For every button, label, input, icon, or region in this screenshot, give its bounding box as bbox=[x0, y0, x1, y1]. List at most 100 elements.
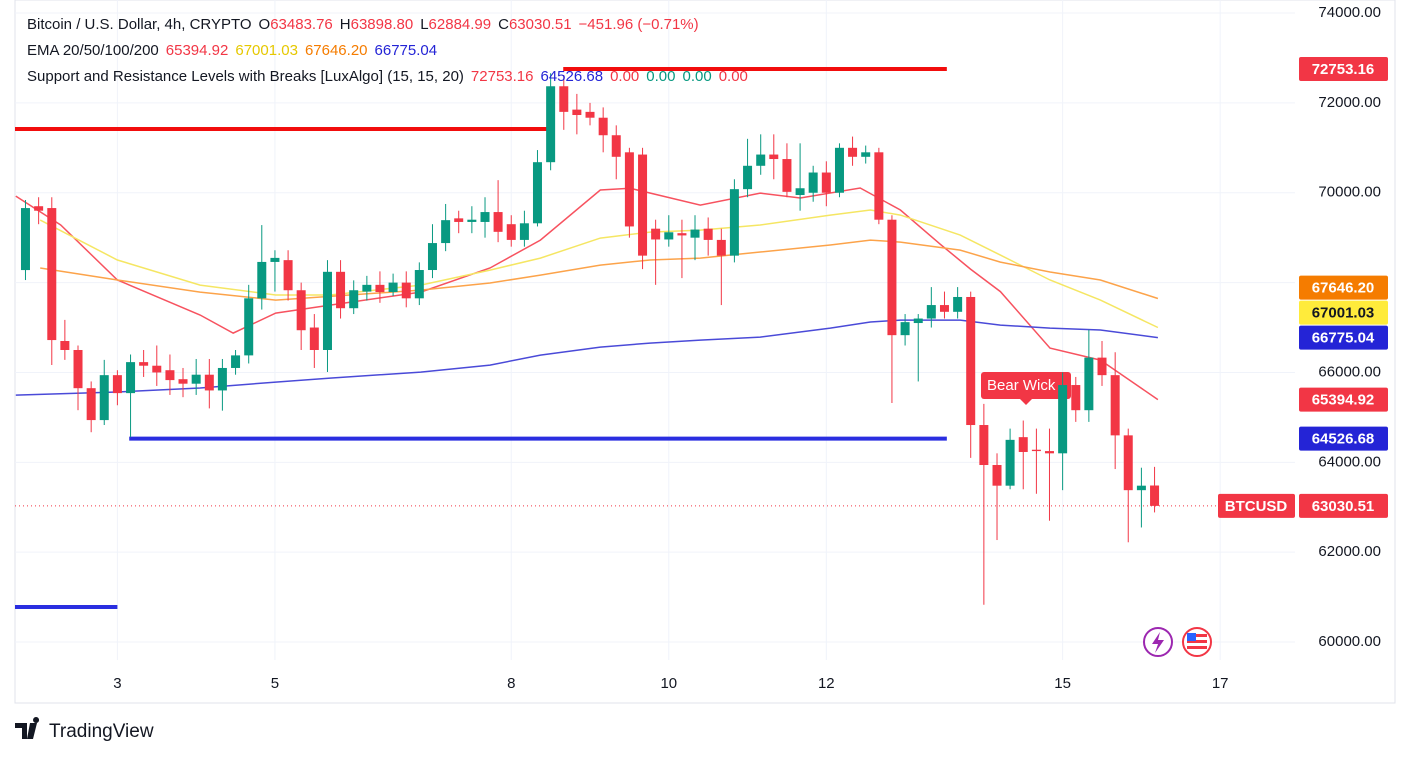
candle-body bbox=[34, 206, 44, 211]
candle-body bbox=[795, 188, 805, 195]
legend-line: EMA 20/50/100/200 65394.92 67001.03 67646.2… bbox=[27, 42, 437, 59]
candle-body bbox=[99, 375, 109, 421]
x-tick-label: 5 bbox=[271, 675, 279, 692]
candle-body bbox=[467, 219, 477, 222]
candle-body bbox=[939, 305, 949, 312]
candle-body bbox=[729, 189, 739, 256]
candle-body bbox=[73, 349, 83, 389]
candle-body bbox=[743, 165, 753, 190]
candle-body bbox=[309, 327, 319, 350]
candle-body bbox=[703, 228, 713, 240]
flag-stripe bbox=[1187, 646, 1207, 649]
candle-body bbox=[532, 162, 542, 224]
candle-body bbox=[480, 212, 490, 222]
price-label-box bbox=[1299, 325, 1388, 350]
lightning-glyph bbox=[1152, 632, 1164, 653]
candle-body bbox=[651, 228, 661, 240]
legend-value: 0.00 bbox=[646, 68, 675, 85]
legend-value: 65394.92 bbox=[166, 42, 229, 59]
legend-value: 67646.20 bbox=[305, 42, 368, 59]
y-tick-label: 64000.00 bbox=[1318, 453, 1381, 470]
x-tick-label: 8 bbox=[507, 675, 515, 692]
price-label: 65394.92 bbox=[1312, 392, 1375, 409]
candle-body bbox=[756, 154, 766, 166]
candle-body bbox=[1110, 375, 1120, 436]
candle-body bbox=[821, 172, 831, 193]
symbol-label: BTCUSD bbox=[1225, 498, 1288, 515]
candle-body bbox=[559, 86, 569, 112]
price-label-box bbox=[1299, 275, 1388, 300]
candle-body bbox=[191, 374, 201, 384]
candle-body bbox=[848, 147, 858, 157]
legend-label: EMA 20/50/100/200 bbox=[27, 42, 159, 59]
legend-value: 63483.76 bbox=[270, 16, 333, 33]
candle-body bbox=[1150, 485, 1160, 506]
candle-body bbox=[414, 270, 424, 299]
indicators bbox=[15, 67, 1295, 609]
y-tick-label: 74000.00 bbox=[1318, 4, 1381, 21]
last-price-label: 63030.51 bbox=[1312, 498, 1375, 515]
candle-body bbox=[493, 212, 503, 232]
candle-body bbox=[427, 243, 437, 271]
ema-line bbox=[15, 319, 1158, 396]
candle-body bbox=[874, 152, 884, 220]
legend-label: H bbox=[340, 16, 351, 33]
candle-body bbox=[47, 208, 57, 341]
legend-line: Support and Resistance Levels with Break… bbox=[27, 68, 748, 85]
candle-body bbox=[112, 375, 122, 394]
legend-value: 66775.04 bbox=[375, 42, 438, 59]
candle-body bbox=[20, 208, 30, 271]
legend-label: Support and Resistance Levels with Break… bbox=[27, 68, 464, 85]
candle-body bbox=[808, 172, 818, 193]
price-label-box bbox=[1299, 57, 1388, 82]
candle-body bbox=[519, 223, 529, 240]
candle-body bbox=[1136, 485, 1146, 491]
x-tick-label: 3 bbox=[113, 675, 121, 692]
candle-body bbox=[926, 305, 936, 319]
legend-line: Bitcoin / U.S. Dollar, 4h, CRYPTO O63483.… bbox=[27, 16, 699, 33]
legend-label: C bbox=[498, 16, 509, 33]
y-tick-label: 66000.00 bbox=[1318, 363, 1381, 380]
candle-body bbox=[257, 261, 267, 299]
candle-body bbox=[1097, 357, 1107, 376]
candle-body bbox=[296, 290, 306, 331]
flag-canton bbox=[1187, 633, 1196, 641]
price-label: 64526.68 bbox=[1312, 431, 1375, 448]
candle-body bbox=[887, 219, 897, 336]
candle-body bbox=[165, 370, 175, 381]
candle-body bbox=[349, 290, 359, 309]
candle-body bbox=[1018, 437, 1028, 452]
candle-body bbox=[966, 296, 976, 426]
candle-body bbox=[454, 218, 464, 222]
candle-body bbox=[441, 220, 451, 244]
brand-logo[interactable]: TradingView bbox=[15, 717, 154, 742]
candle-body bbox=[362, 284, 372, 292]
candle-body bbox=[60, 341, 70, 350]
x-tick-label: 15 bbox=[1054, 675, 1071, 692]
candle-body bbox=[585, 111, 595, 118]
candle-body bbox=[664, 232, 674, 240]
legend: Bitcoin / U.S. Dollar, 4h, CRYPTO O63483.… bbox=[27, 16, 748, 85]
candle-body bbox=[782, 159, 792, 192]
candle-body bbox=[152, 365, 162, 373]
candle-body bbox=[388, 282, 398, 293]
symbol-label-box bbox=[1218, 493, 1295, 518]
brand-name: TradingView bbox=[49, 721, 154, 742]
legend-value: 64526.68 bbox=[541, 68, 604, 85]
candle-body bbox=[1123, 435, 1133, 491]
price-label-box bbox=[1299, 387, 1388, 412]
candle-body bbox=[126, 362, 136, 394]
candle-body bbox=[546, 86, 556, 163]
legend-label: O bbox=[259, 16, 271, 33]
price-label-box bbox=[1299, 300, 1388, 325]
candle-body bbox=[677, 233, 687, 236]
candle-body bbox=[139, 362, 149, 366]
flag-stripe bbox=[1187, 640, 1207, 643]
candle-body bbox=[769, 154, 779, 160]
legend-value: 63898.80 bbox=[351, 16, 414, 33]
candle-body bbox=[861, 152, 871, 157]
annotation-text: Bear Wick bbox=[987, 377, 1056, 394]
toolbar-icons[interactable] bbox=[1143, 627, 1212, 657]
flag-stripe bbox=[1187, 634, 1207, 637]
